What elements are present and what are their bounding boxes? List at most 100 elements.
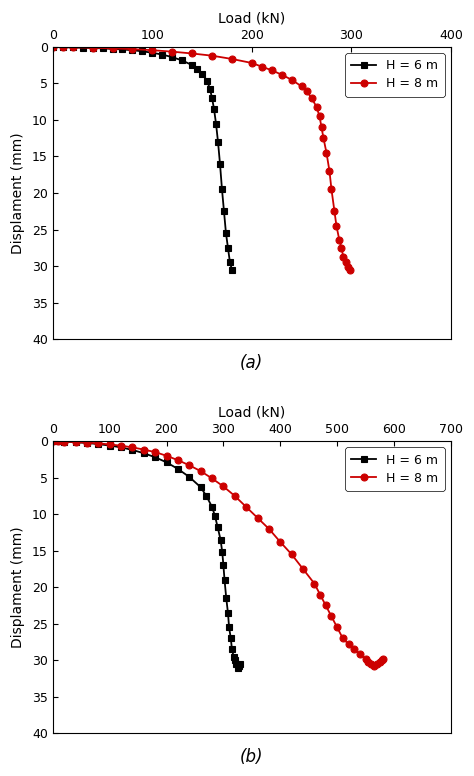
H = 6 m xyxy=(84,438,90,448)
H = 8 m xyxy=(289,75,294,85)
H = 6 m xyxy=(220,561,226,570)
H = 8 m xyxy=(169,47,175,57)
H = 6 m xyxy=(215,523,220,532)
H = 8 m xyxy=(129,44,135,54)
Text: (a): (a) xyxy=(240,354,264,372)
H = 6 m xyxy=(237,661,242,670)
H = 8 m xyxy=(189,49,195,58)
H = 6 m xyxy=(199,69,205,78)
H = 6 m xyxy=(50,42,55,51)
Line: H = 6 m: H = 6 m xyxy=(49,43,236,273)
H = 8 m xyxy=(277,537,283,546)
Line: H = 8 m: H = 8 m xyxy=(49,438,386,670)
H = 8 m xyxy=(73,438,78,447)
H = 6 m xyxy=(209,502,215,511)
H = 8 m xyxy=(164,451,169,460)
H = 8 m xyxy=(327,166,332,175)
H = 6 m xyxy=(207,85,213,94)
H = 6 m xyxy=(100,43,105,53)
H = 6 m xyxy=(198,483,203,492)
H = 8 m xyxy=(328,611,334,621)
H = 8 m xyxy=(149,46,155,55)
H = 6 m xyxy=(212,511,218,521)
H = 8 m xyxy=(344,258,349,267)
H = 6 m xyxy=(73,438,78,447)
H = 8 m xyxy=(255,513,260,522)
H = 8 m xyxy=(107,440,112,449)
H = 8 m xyxy=(323,601,328,610)
H = 8 m xyxy=(338,243,344,252)
H = 6 m xyxy=(223,594,229,603)
H = 8 m xyxy=(324,148,329,158)
H = 8 m xyxy=(249,58,255,68)
H = 6 m xyxy=(228,634,234,643)
H = 8 m xyxy=(351,645,357,654)
H = 8 m xyxy=(186,461,192,470)
H = 6 m xyxy=(169,53,175,62)
H = 8 m xyxy=(334,221,339,230)
H = 8 m xyxy=(129,443,135,452)
Line: H = 8 m: H = 8 m xyxy=(49,43,354,273)
H = 6 m xyxy=(55,437,61,446)
H = 6 m xyxy=(204,76,210,85)
Line: H = 6 m: H = 6 m xyxy=(49,438,244,671)
H = 6 m xyxy=(141,449,146,458)
H = 8 m xyxy=(299,81,304,91)
H = 8 m xyxy=(84,438,90,447)
H = 8 m xyxy=(175,456,181,465)
H = 8 m xyxy=(328,185,334,194)
H = 6 m xyxy=(213,119,219,128)
H = 6 m xyxy=(149,48,155,57)
H = 6 m xyxy=(164,458,169,467)
H = 6 m xyxy=(217,159,223,168)
H = 8 m xyxy=(319,123,324,132)
H = 8 m xyxy=(363,654,368,663)
H = 8 m xyxy=(317,112,322,121)
H = 6 m xyxy=(50,437,55,446)
H = 6 m xyxy=(211,104,217,113)
Y-axis label: Displament (mm): Displament (mm) xyxy=(11,526,25,648)
H = 6 m xyxy=(186,473,192,482)
H = 8 m xyxy=(334,623,340,632)
H = 6 m xyxy=(233,660,239,669)
H = 8 m xyxy=(198,466,203,476)
H = 6 m xyxy=(119,45,125,54)
Legend: H = 6 m, H = 8 m: H = 6 m, H = 8 m xyxy=(345,448,445,491)
H = 6 m xyxy=(179,56,185,65)
H = 8 m xyxy=(50,437,55,446)
H = 6 m xyxy=(70,43,75,52)
H = 6 m xyxy=(194,64,200,74)
H = 8 m xyxy=(50,42,55,51)
H = 6 m xyxy=(129,46,135,55)
H = 6 m xyxy=(219,185,225,194)
H = 6 m xyxy=(61,437,67,446)
H = 8 m xyxy=(266,524,272,533)
H = 8 m xyxy=(340,253,346,262)
Legend: H = 6 m, H = 8 m: H = 6 m, H = 8 m xyxy=(345,54,445,97)
H = 8 m xyxy=(229,54,235,64)
H = 6 m xyxy=(227,258,233,267)
H = 6 m xyxy=(229,645,235,654)
H = 8 m xyxy=(70,43,75,52)
H = 8 m xyxy=(289,549,294,559)
X-axis label: Load (kN): Load (kN) xyxy=(218,405,285,419)
H = 6 m xyxy=(189,61,195,70)
Text: (b): (b) xyxy=(240,748,264,766)
H = 6 m xyxy=(152,452,158,462)
H = 6 m xyxy=(231,652,237,661)
H = 6 m xyxy=(109,44,115,54)
H = 8 m xyxy=(60,43,65,52)
H = 6 m xyxy=(60,43,65,52)
H = 8 m xyxy=(380,654,385,663)
H = 8 m xyxy=(320,133,326,143)
H = 8 m xyxy=(300,564,306,573)
H = 6 m xyxy=(107,441,112,450)
H = 8 m xyxy=(209,51,215,61)
H = 6 m xyxy=(225,243,231,252)
H = 6 m xyxy=(221,206,227,216)
H = 6 m xyxy=(225,608,231,618)
H = 8 m xyxy=(55,437,61,446)
H = 6 m xyxy=(219,548,225,557)
H = 8 m xyxy=(259,62,264,71)
H = 8 m xyxy=(374,660,380,669)
